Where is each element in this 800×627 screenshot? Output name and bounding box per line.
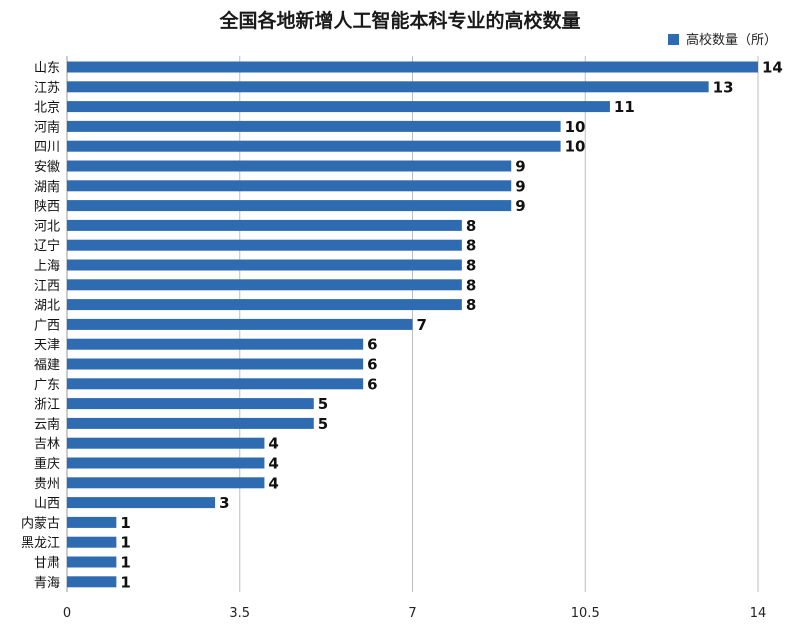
x-tick-label: 0 (63, 606, 71, 621)
category-label: 安徽 (34, 160, 60, 175)
category-label: 重庆 (34, 456, 60, 472)
legend: 高校数量（所） (668, 32, 777, 48)
category-label: 四川 (34, 140, 60, 155)
bar-江苏 (67, 81, 709, 93)
value-label: 4 (268, 435, 278, 453)
bar-陕西 (67, 200, 512, 212)
value-label: 6 (367, 336, 377, 354)
value-label: 8 (466, 217, 476, 235)
value-label: 11 (614, 98, 635, 116)
chart-title: 全国各地新增人工智能本科专业的高校数量 (218, 9, 580, 32)
value-label: 8 (466, 296, 476, 314)
category-label: 湖南 (34, 179, 60, 195)
category-label: 甘肃 (34, 556, 60, 571)
bar-贵州 (67, 477, 265, 489)
value-label: 1 (120, 554, 130, 572)
legend-label: 高校数量（所） (686, 32, 777, 48)
value-label: 9 (515, 158, 525, 176)
value-label: 5 (318, 395, 328, 413)
category-label: 云南 (34, 416, 60, 432)
bar-山东 (67, 61, 758, 73)
category-label: 内蒙古 (21, 515, 60, 531)
category-label: 山西 (34, 497, 60, 512)
category-label: 浙江 (34, 398, 60, 413)
bar-黑龙江 (67, 536, 117, 548)
value-label: 8 (466, 257, 476, 275)
x-tick-label: 14 (750, 606, 767, 621)
bar-江西 (67, 279, 462, 291)
value-label: 6 (367, 375, 377, 393)
category-label: 吉林 (34, 437, 60, 452)
category-label: 黑龙江 (21, 536, 60, 551)
category-label: 江西 (34, 279, 60, 294)
bar-福建 (67, 358, 364, 370)
bar-河北 (67, 219, 462, 231)
bar-甘肃 (67, 556, 117, 568)
value-label: 3 (219, 494, 229, 512)
category-label: 天津 (34, 338, 60, 353)
value-label: 9 (515, 197, 525, 215)
bar-上海 (67, 259, 462, 271)
category-label: 湖北 (34, 299, 60, 314)
value-label: 13 (713, 78, 734, 96)
category-label: 江苏 (34, 80, 60, 96)
value-label: 8 (466, 276, 476, 294)
x-tick-label: 10.5 (571, 606, 600, 621)
category-label: 河南 (34, 119, 60, 135)
x-tick-label: 3.5 (229, 606, 250, 621)
value-label: 10 (565, 138, 586, 156)
bar-青海 (67, 576, 117, 588)
bar-重庆 (67, 457, 265, 469)
category-label: 北京 (34, 101, 60, 116)
bar-山西 (67, 497, 216, 509)
value-label: 8 (466, 237, 476, 255)
value-label: 1 (120, 534, 130, 552)
bar-安徽 (67, 160, 512, 172)
value-label: 1 (120, 573, 130, 591)
value-label: 9 (515, 177, 525, 195)
category-label: 福建 (34, 358, 60, 373)
x-tick-label: 7 (408, 606, 416, 621)
value-label: 10 (565, 118, 586, 136)
category-label: 青海 (34, 576, 60, 591)
bar-内蒙古 (67, 516, 117, 528)
bar-辽宁 (67, 239, 462, 251)
bar-河南 (67, 120, 561, 132)
category-label: 广东 (34, 378, 60, 393)
category-label: 贵州 (34, 477, 60, 492)
category-label: 广西 (34, 318, 60, 333)
bar-云南 (67, 417, 314, 429)
bar-浙江 (67, 398, 314, 410)
value-label: 5 (318, 415, 328, 433)
value-label: 1 (120, 514, 130, 532)
value-label: 7 (417, 316, 427, 334)
bar-吉林 (67, 437, 265, 449)
category-label: 山东 (34, 61, 60, 76)
bar-广西 (67, 318, 413, 330)
bars (67, 61, 758, 588)
value-label: 14 (762, 59, 783, 77)
value-label: 6 (367, 356, 377, 374)
legend-swatch (668, 34, 679, 45)
category-label: 陕西 (34, 200, 60, 215)
value-label: 4 (268, 455, 278, 473)
bar-湖南 (67, 180, 512, 192)
category-labels: 山东江苏北京河南四川安徽湖南陕西河北辽宁上海江西湖北广西天津福建广东浙江云南吉林… (21, 61, 60, 591)
bar-湖北 (67, 299, 462, 311)
category-label: 河北 (34, 219, 60, 234)
category-label: 辽宁 (34, 238, 60, 254)
bar-天津 (67, 338, 364, 350)
x-tick-labels: 0 3.5 7 10.5 14 (63, 606, 766, 621)
bar-广东 (67, 378, 364, 390)
bar-北京 (67, 101, 610, 113)
bar-四川 (67, 140, 561, 152)
value-label: 4 (268, 474, 278, 492)
category-label: 上海 (34, 259, 60, 274)
